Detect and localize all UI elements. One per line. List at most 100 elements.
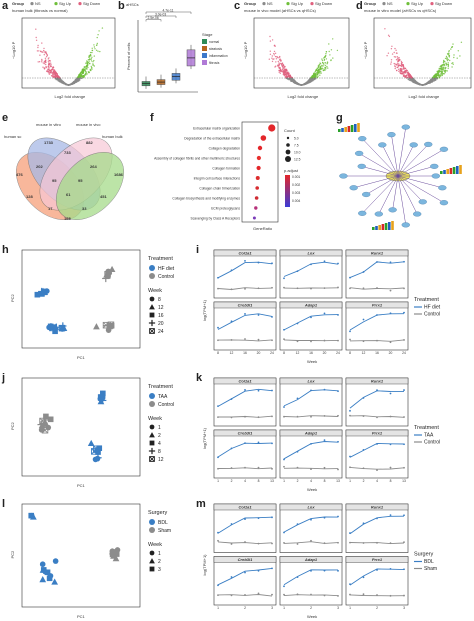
volcano-point xyxy=(311,75,313,78)
volcano-point xyxy=(437,73,440,75)
facet-strip xyxy=(345,429,409,437)
trend-point-control xyxy=(283,593,285,596)
go-term-dot xyxy=(256,165,261,171)
volcano-point xyxy=(78,73,81,76)
volcano-point xyxy=(44,60,47,62)
volcano-point xyxy=(93,59,95,62)
volcano-point xyxy=(41,42,43,44)
volcano-point xyxy=(43,63,45,65)
pca-point xyxy=(109,551,116,558)
network-edge xyxy=(353,175,399,189)
volcano-point xyxy=(42,66,44,68)
network-edge xyxy=(397,175,407,225)
trend-line-treated xyxy=(283,516,339,533)
trend-line-treated xyxy=(349,515,405,535)
volcano-point xyxy=(402,66,404,68)
volcano-point xyxy=(450,48,452,50)
volcano-point xyxy=(396,62,399,64)
volcano-point xyxy=(395,64,397,66)
volcano-point xyxy=(51,69,53,71)
volcano-point xyxy=(279,72,281,75)
x-tick-label: 13 xyxy=(270,479,274,483)
volcano-point xyxy=(48,66,50,69)
volcano-point xyxy=(92,63,94,65)
volcano-point xyxy=(88,58,91,60)
volcano-point xyxy=(87,61,89,64)
trend-point-treated xyxy=(389,514,392,517)
venn-count: 1686 xyxy=(114,172,124,177)
week-legend-label: 4 xyxy=(158,441,161,447)
volcano-point xyxy=(282,64,285,67)
facet-gene-label: Lox xyxy=(307,505,315,510)
volcano-point xyxy=(54,76,56,79)
trend-legend-title: Treatment xyxy=(414,297,439,303)
network-edge xyxy=(397,175,418,215)
panel-label-b: b xyxy=(118,0,125,12)
volcano-point xyxy=(269,40,272,42)
trend-point-treated xyxy=(349,330,351,333)
motif-logo xyxy=(440,165,462,174)
facet-gene-label: Adap1 xyxy=(304,557,318,562)
volcano-point xyxy=(278,66,280,69)
volcano-point xyxy=(336,49,339,52)
volcano-point xyxy=(271,39,274,41)
volcano-point xyxy=(323,64,325,66)
network-diagram xyxy=(338,123,462,230)
x-tick-label: 8 xyxy=(324,479,326,483)
volcano-point xyxy=(433,79,436,82)
network-panel-g xyxy=(336,118,474,236)
trend-grid-k: Col1a1 Lox Runx1 Creb3l1 1 2 4 8 13 Adap1 1 2 4 8 13 Pr… xyxy=(202,377,440,492)
trend-point-control xyxy=(244,287,246,290)
trend-point-treated xyxy=(403,514,405,517)
volcano-point xyxy=(83,75,86,77)
motif-bar xyxy=(354,124,357,132)
venn-set-label: human sc xyxy=(4,134,21,139)
volcano-point xyxy=(433,75,435,77)
pval-bracket xyxy=(145,19,162,22)
volcano-point xyxy=(316,69,318,72)
trend-point-treated xyxy=(244,571,246,574)
volcano-point xyxy=(440,68,442,70)
volcano-point xyxy=(387,34,390,36)
motif-bar xyxy=(350,125,354,132)
facet-frame xyxy=(345,301,409,351)
motif-logo xyxy=(372,221,394,230)
x-tick-label: 2 xyxy=(363,479,365,483)
venn-count: 128 xyxy=(26,194,33,199)
stage-swatch-steatosis xyxy=(202,46,207,51)
trend-point-treated xyxy=(310,518,312,521)
network-edge xyxy=(397,175,423,203)
trend-line-control xyxy=(217,467,273,470)
network-gene-node xyxy=(357,163,366,169)
volcano-point xyxy=(36,50,39,52)
pca-point xyxy=(102,321,110,329)
motif-bar xyxy=(384,223,388,230)
marker-stroke xyxy=(149,328,155,334)
volcano-point xyxy=(275,61,277,63)
volcano-point xyxy=(75,81,78,83)
network-edge xyxy=(397,127,407,177)
volcano-point xyxy=(278,63,281,65)
trend-line-treated xyxy=(217,388,273,407)
volcano-point xyxy=(447,65,449,68)
volcano-point xyxy=(89,63,91,65)
volcano-point xyxy=(277,60,279,63)
marker-stroke xyxy=(149,456,155,462)
trend-line-treated xyxy=(217,442,273,458)
week-legend-label: 8 xyxy=(158,297,161,303)
pca-point xyxy=(39,561,46,568)
x-tick-label: 24 xyxy=(402,351,406,355)
panel-label-m: m xyxy=(196,498,206,510)
venn-panel-e: human sc mouse in vitro mouse in vivo human… xyxy=(2,120,132,230)
trend-point-treated xyxy=(283,406,285,408)
volcano-point xyxy=(273,50,276,53)
volcano-point xyxy=(318,71,321,73)
trend-point-treated xyxy=(217,326,219,329)
volcano-point xyxy=(51,72,53,74)
volcano-point xyxy=(316,76,318,78)
volcano-point xyxy=(83,69,85,71)
volcano-point xyxy=(273,45,276,47)
facet-strip xyxy=(345,556,409,563)
trend-point-control xyxy=(244,338,246,340)
